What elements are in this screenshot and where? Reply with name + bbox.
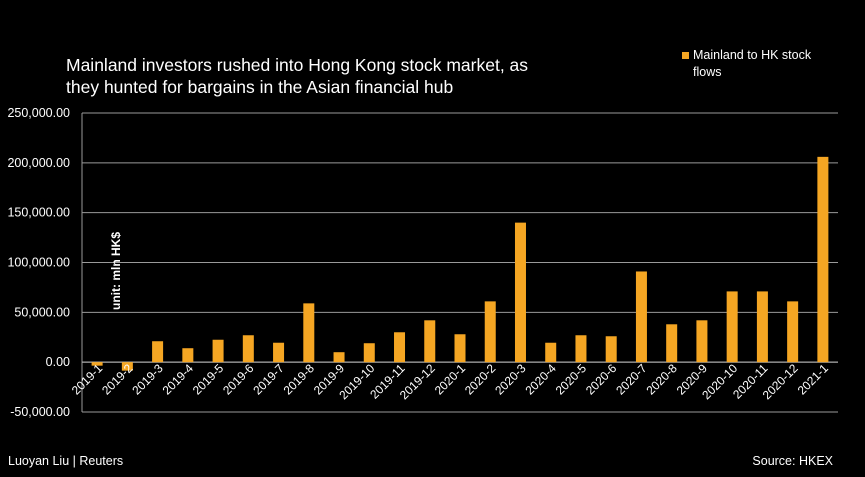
bar <box>363 343 375 363</box>
y-tick-label: 250,000.00 <box>7 106 70 120</box>
bar <box>817 156 829 363</box>
bar <box>605 336 617 363</box>
bar <box>696 320 708 363</box>
x-tick-label: 2020-3 <box>492 361 529 398</box>
footer-credit: Luoyan Liu | Reuters <box>8 454 124 468</box>
bar <box>394 332 406 363</box>
bar <box>454 334 466 363</box>
x-tick-label: 2020-6 <box>583 361 620 398</box>
bar <box>514 222 526 363</box>
footer-source: Source: HKEX <box>752 454 833 468</box>
x-tick-label: 2019-7 <box>250 361 287 398</box>
bar <box>333 352 345 363</box>
chart-title-line-2: they hunted for bargains in the Asian fi… <box>66 77 454 97</box>
x-tick-label: 2019-2 <box>99 361 136 398</box>
bar <box>152 341 164 363</box>
bar <box>424 320 436 363</box>
x-tick-label: 2020-5 <box>553 361 590 398</box>
y-tick-label: 200,000.00 <box>7 156 70 170</box>
chart-legend: Mainland to HK stock flows <box>682 47 843 81</box>
bar <box>635 271 647 363</box>
x-tick-label: 2019-1 <box>69 361 106 398</box>
x-tick-label: 2020-2 <box>462 361 499 398</box>
legend-label: Mainland to HK stock flows <box>693 48 812 79</box>
bar <box>242 335 254 363</box>
chart-title-line-1: Mainland investors rushed into Hong Kong… <box>66 55 529 75</box>
bar <box>121 362 133 371</box>
x-tick-label: 2020-7 <box>613 361 650 398</box>
y-tick-label: 0.00 <box>46 355 70 369</box>
x-tick-label: 2019-3 <box>129 361 166 398</box>
bar <box>787 301 799 363</box>
chart-title: Mainland investors rushed into Hong Kong… <box>66 54 626 98</box>
x-tick-label: 2020-1 <box>432 361 469 398</box>
y-tick-label: 50,000.00 <box>14 305 70 319</box>
bar <box>484 301 496 363</box>
bar <box>212 339 224 363</box>
bar <box>303 303 315 363</box>
y-tick-label: 100,000.00 <box>7 256 70 270</box>
x-tick-label: 2020-4 <box>523 361 560 398</box>
legend-swatch <box>682 52 689 59</box>
y-tick-label: -50,000.00 <box>10 405 70 419</box>
bar <box>91 362 103 366</box>
bar <box>545 342 557 363</box>
x-tick-label: 2021-1 <box>795 361 832 398</box>
bar <box>575 335 587 363</box>
bar <box>756 291 768 363</box>
bar <box>273 342 285 363</box>
y-tick-label: 150,000.00 <box>7 206 70 220</box>
bar <box>726 291 738 363</box>
unit-label: unit: mln HK$ <box>109 232 123 310</box>
x-tick-label: 2019-6 <box>220 361 257 398</box>
bar <box>182 348 194 363</box>
bar <box>666 324 678 363</box>
x-tick-label: 2020-8 <box>643 361 680 398</box>
x-tick-label: 2019-5 <box>190 361 227 398</box>
x-tick-label: 2019-8 <box>281 361 318 398</box>
x-tick-label: 2019-4 <box>160 361 197 398</box>
